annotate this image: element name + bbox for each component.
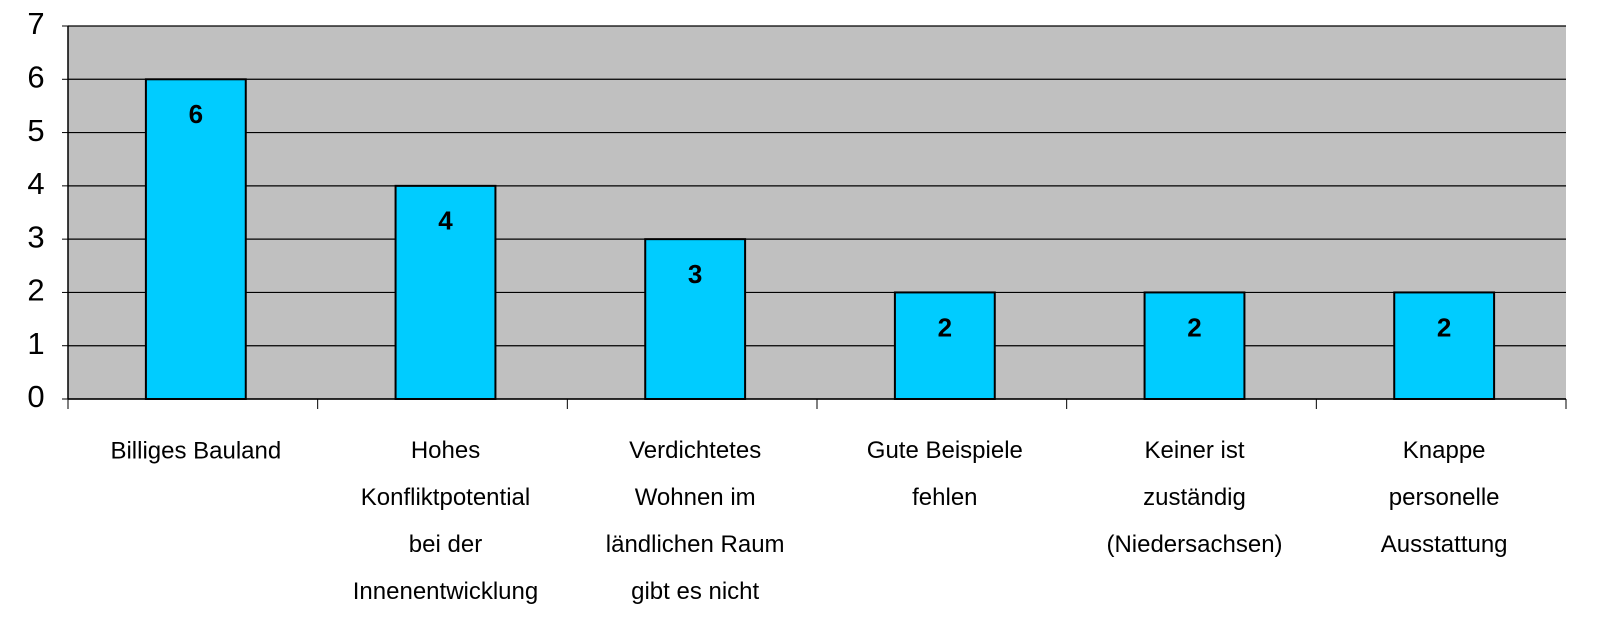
- bar: [893, 291, 996, 400]
- data-label: 3: [688, 259, 702, 289]
- data-label: 6: [189, 99, 203, 129]
- bar: [144, 78, 247, 401]
- bar: [394, 184, 497, 400]
- x-tick-label: Verdichtetes Wohnen im ländlichen Raum gibt…: [606, 437, 785, 605]
- y-tick-label: 7: [27, 6, 44, 41]
- data-label: 2: [1437, 312, 1451, 342]
- x-tick-label: Billiges Bauland: [110, 437, 281, 464]
- y-tick-label: 5: [27, 113, 44, 148]
- x-tick-label: Keiner ist zuständig (Niedersachsen): [1106, 437, 1282, 558]
- y-tick-label: 2: [27, 273, 44, 308]
- data-label: 2: [1187, 312, 1201, 342]
- x-tick-label: Gute Beispiele fehlen: [867, 437, 1023, 511]
- data-label: 2: [938, 312, 952, 342]
- bar: [1143, 291, 1246, 400]
- bar: [1393, 291, 1496, 400]
- y-tick-label: 0: [27, 379, 44, 414]
- x-tick-label: Hohes Konfliktpotential bei der Innenentwic…: [353, 437, 538, 605]
- y-tick-label: 6: [27, 59, 44, 94]
- x-tick-label: Knappe personelle Ausstattung: [1381, 437, 1508, 558]
- data-label: 4: [438, 206, 453, 236]
- bar: [644, 238, 747, 400]
- y-tick-label: 3: [27, 219, 44, 254]
- y-tick-label: 1: [27, 326, 44, 361]
- plot-area: [68, 26, 1566, 399]
- y-tick-label: 4: [27, 166, 44, 201]
